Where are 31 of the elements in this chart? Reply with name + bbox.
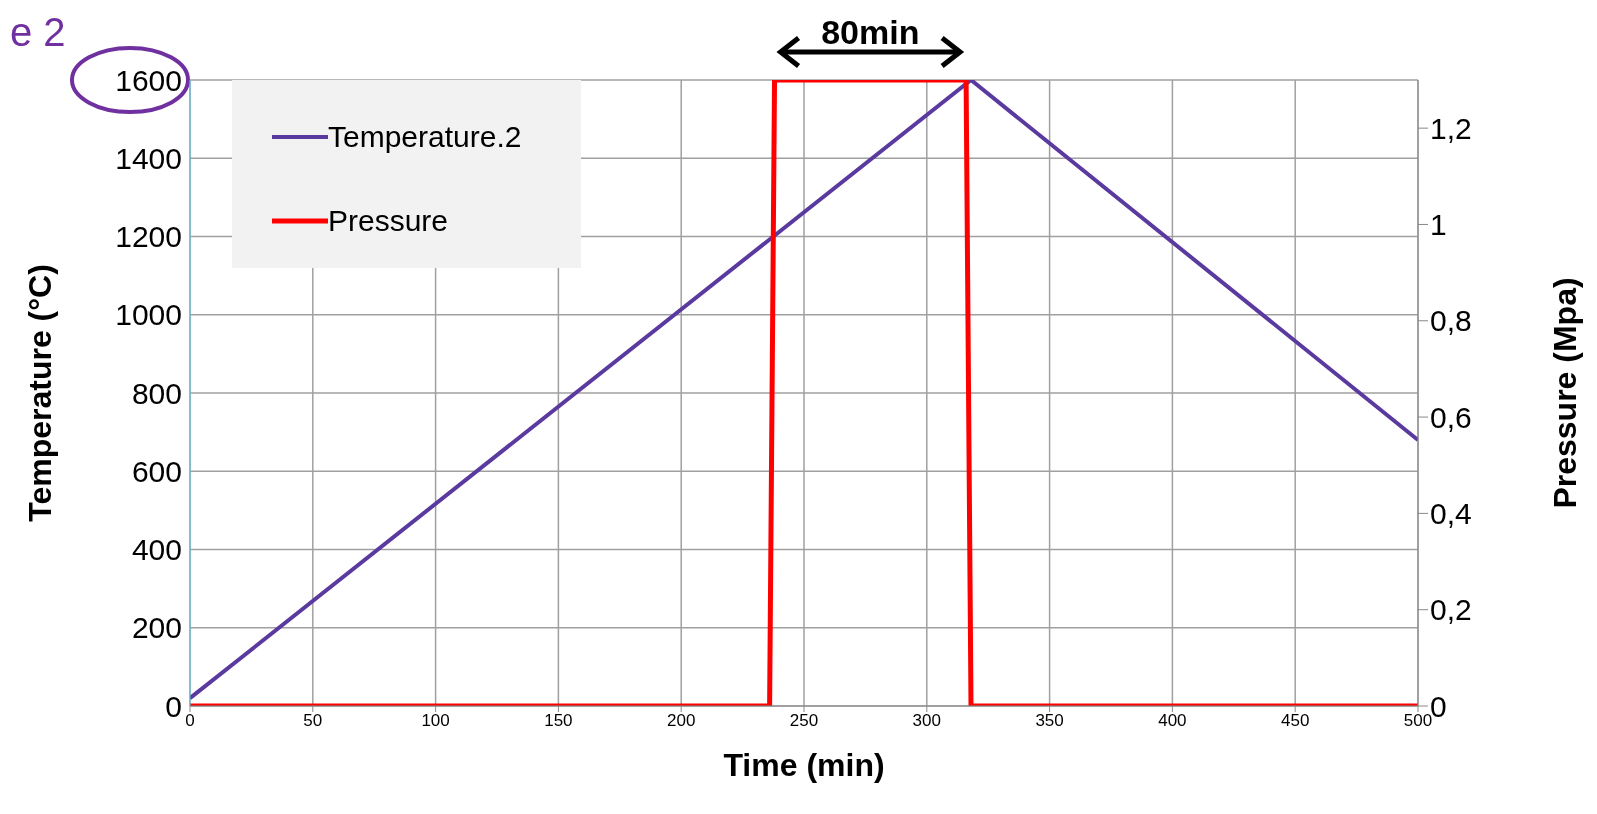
- y2-tick-label: 0,6: [1430, 400, 1472, 434]
- y-tick-label: 1200: [115, 220, 182, 254]
- y-axis-title: Temperature (°C): [22, 264, 59, 522]
- x-tick-label: 150: [544, 711, 573, 731]
- y-tick-label: 800: [131, 376, 182, 410]
- x-tick-label: 450: [1281, 711, 1310, 731]
- y-tick-label: 1600: [115, 63, 182, 97]
- y2-tick-label: 0,2: [1430, 593, 1472, 627]
- y2-tick-label: 0,8: [1430, 304, 1472, 338]
- y-tick-label: 1400: [115, 141, 182, 175]
- legend-label: Pressure: [328, 204, 449, 238]
- y2-axis-title: Pressure (Mpa): [1547, 277, 1584, 509]
- x-tick-label: 100: [421, 711, 450, 731]
- x-tick-label: 0: [185, 711, 195, 731]
- y2-tick-label: 1,2: [1430, 111, 1472, 145]
- x-tick-label: 50: [303, 711, 323, 731]
- y-tick-label: 400: [131, 533, 182, 567]
- x-axis-title: Time (min): [723, 747, 885, 783]
- x-tick-label: 250: [789, 711, 819, 731]
- annotation: 80min: [821, 13, 920, 51]
- text: e 2: [10, 10, 66, 54]
- y-tick-label: 200: [131, 611, 182, 645]
- x-tick-label: 300: [912, 711, 941, 731]
- x-tick-label: 400: [1158, 711, 1187, 731]
- y2-tick-label: 1: [1430, 208, 1447, 242]
- y-tick-label: 600: [131, 454, 182, 488]
- x-tick-label: 350: [1035, 711, 1064, 731]
- y-tick-label: 1000: [115, 298, 182, 332]
- x-tick-label: 200: [667, 711, 696, 731]
- y2-tick-label: 0,4: [1430, 497, 1472, 531]
- legend-label: Temperature.2: [328, 120, 522, 154]
